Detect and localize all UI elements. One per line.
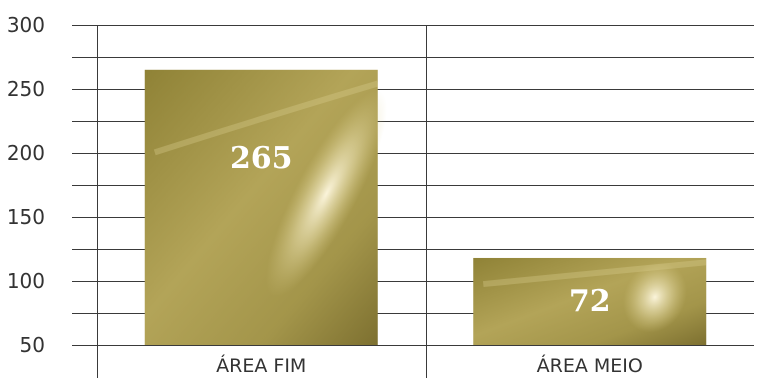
y-tick-label: 150 — [7, 205, 45, 229]
category-label: ÁREA FIM — [216, 354, 306, 377]
x-axis-labels: ÁREA FIM ÁREA MEIO — [216, 354, 643, 377]
y-tick-label: 50 — [20, 333, 45, 357]
y-tick-label: 100 — [7, 269, 45, 293]
y-axis-ticks: 50 100 150 200 250 300 — [7, 13, 45, 357]
bar-texture — [482, 259, 707, 288]
bar-2 — [473, 257, 707, 345]
bar-texture — [153, 80, 378, 156]
bar-1 — [144, 69, 387, 346]
bar-sheen — [265, 90, 387, 297]
bars — [144, 69, 707, 346]
data-labels: 265 72 — [230, 141, 611, 319]
bar-sheen — [623, 261, 687, 333]
data-label: 72 — [569, 284, 611, 319]
data-label: 265 — [230, 141, 293, 176]
y-tick-label: 300 — [7, 13, 45, 37]
y-tick-label: 200 — [7, 141, 45, 165]
category-label: ÁREA MEIO — [537, 354, 643, 377]
y-tick-label: 250 — [7, 77, 45, 101]
